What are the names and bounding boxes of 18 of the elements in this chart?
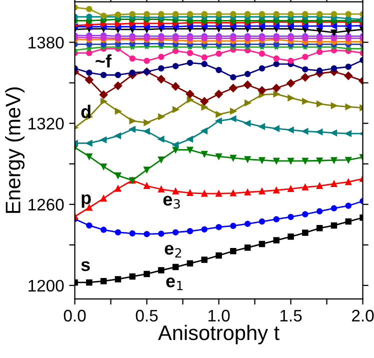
annotation: e$_{1}$ bbox=[166, 278, 183, 290]
annotation: e$_{3}$ bbox=[163, 196, 180, 209]
annotation: p bbox=[82, 194, 91, 208]
y-axis-title: Energy (meV) bbox=[5, 87, 25, 213]
y-tick-label: 1200 bbox=[28, 280, 64, 292]
y-tick-label: 1260 bbox=[28, 198, 64, 211]
x-tick-label: 1.5 bbox=[280, 310, 302, 322]
y-tick-label: 1320 bbox=[28, 118, 64, 130]
annotation: s bbox=[81, 261, 90, 272]
annotation: d bbox=[81, 104, 90, 118]
x-axis-title: Anisotrophy t bbox=[158, 324, 280, 344]
y-tick-label: 1380 bbox=[28, 36, 64, 49]
annotation: ~f bbox=[96, 54, 112, 68]
annotation: e$_{2}$ bbox=[164, 244, 182, 258]
x-tick-label: 1.0 bbox=[208, 310, 230, 322]
x-tick-label: 0.0 bbox=[64, 310, 86, 322]
x-tick-label: 0.5 bbox=[136, 310, 158, 322]
x-tick-label: 2.0 bbox=[352, 310, 374, 322]
